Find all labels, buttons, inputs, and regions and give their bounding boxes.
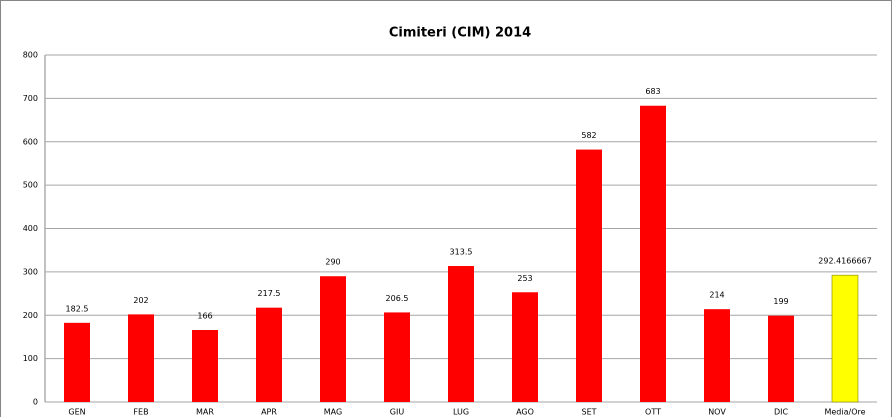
bar [256, 307, 282, 402]
y-tick-label: 100 [23, 354, 38, 363]
bar [448, 266, 474, 402]
bar [128, 314, 154, 402]
y-tick-label: 300 [23, 267, 38, 276]
y-tick-label: 800 [23, 51, 38, 60]
bar [320, 276, 346, 402]
y-tick-label: 600 [23, 137, 38, 146]
value-label: 253 [517, 274, 532, 283]
y-tick-label: 0 [33, 398, 38, 407]
bar [768, 315, 794, 402]
y-tick-label: 700 [23, 94, 38, 103]
x-tick-label: MAR [196, 408, 214, 417]
x-tick-label: GIU [390, 408, 405, 417]
bar [384, 312, 410, 402]
x-tick-label: SET [581, 408, 596, 417]
chart-title: Cimiteri (CIM) 2014 [389, 26, 531, 41]
x-tick-label: DIC [774, 408, 789, 417]
value-label: 166 [197, 311, 212, 320]
bar [192, 329, 218, 402]
x-tick-label: LUG [453, 408, 469, 417]
x-tick-label: MAG [324, 408, 342, 417]
value-label: 214 [709, 291, 724, 300]
x-tick-label: OTT [645, 408, 661, 417]
value-label: 217.5 [258, 289, 281, 298]
bar [512, 292, 538, 402]
value-label: 202 [133, 296, 148, 305]
value-label: 290 [325, 258, 340, 267]
y-tick-label: 500 [23, 181, 38, 190]
bar [640, 105, 666, 402]
y-tick-label: 200 [23, 311, 38, 320]
x-tick-label: AGO [516, 408, 534, 417]
y-tick-label: 400 [23, 224, 38, 233]
bar [704, 309, 730, 402]
value-label: 199 [773, 297, 788, 306]
bar [64, 322, 90, 402]
value-label: 313.5 [450, 248, 473, 257]
value-label: 582 [581, 131, 596, 140]
value-label: 292.4166667 [818, 257, 871, 266]
x-tick-label: NOV [708, 408, 726, 417]
x-tick-label: FEB [133, 408, 148, 417]
x-tick-label: GEN [68, 408, 85, 417]
value-label: 206.5 [386, 294, 409, 303]
x-tick-label: Media/Ore [824, 408, 865, 417]
bar [576, 149, 602, 402]
bar [831, 274, 859, 403]
value-label: 683 [645, 87, 660, 96]
x-tick-label: APR [261, 408, 277, 417]
value-label: 182.5 [66, 304, 89, 313]
